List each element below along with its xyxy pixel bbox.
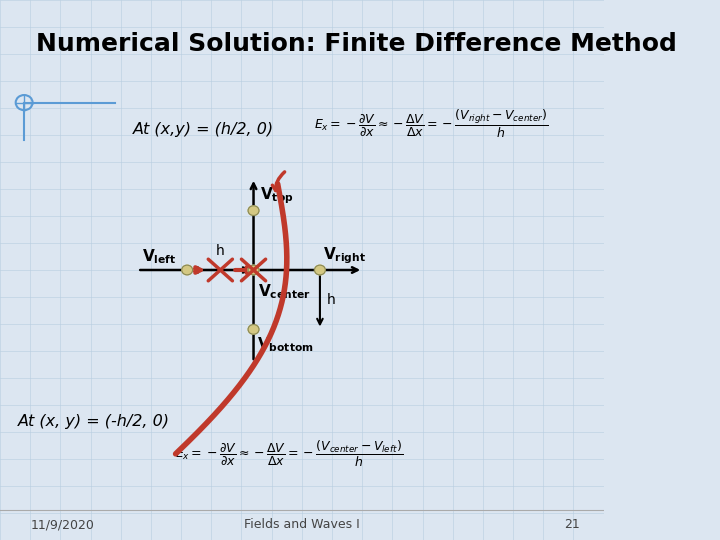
Circle shape xyxy=(315,265,325,275)
Text: $E_x = -\dfrac{\partial V}{\partial x} \approx -\dfrac{\Delta V}{\Delta x} = -\d: $E_x = -\dfrac{\partial V}{\partial x} \… xyxy=(314,108,548,140)
Text: h: h xyxy=(216,244,225,258)
Circle shape xyxy=(248,265,259,275)
Text: $E_x = -\dfrac{\partial V}{\partial x} \approx -\dfrac{\Delta V}{\Delta x} = -\d: $E_x = -\dfrac{\partial V}{\partial x} \… xyxy=(175,438,403,469)
Circle shape xyxy=(248,206,259,215)
Text: $\mathbf{V_{left}}$: $\mathbf{V_{left}}$ xyxy=(142,247,176,266)
Text: Numerical Solution: Finite Difference Method: Numerical Solution: Finite Difference Me… xyxy=(36,32,677,56)
Text: h: h xyxy=(327,293,336,307)
Text: 21: 21 xyxy=(564,518,580,531)
Text: $\mathbf{V_{bottom}}$: $\mathbf{V_{bottom}}$ xyxy=(256,335,313,354)
Text: $\mathbf{V_{top}}$: $\mathbf{V_{top}}$ xyxy=(260,186,293,206)
Text: 11/9/2020: 11/9/2020 xyxy=(30,518,94,531)
Text: $\mathbf{V_{right}}$: $\mathbf{V_{right}}$ xyxy=(323,245,366,266)
Text: Fields and Waves I: Fields and Waves I xyxy=(244,518,360,531)
Text: $\mathbf{V_{center}}$: $\mathbf{V_{center}}$ xyxy=(258,282,310,301)
Text: At (x,y) = (h/2, 0): At (x,y) = (h/2, 0) xyxy=(132,122,274,137)
Circle shape xyxy=(248,325,259,334)
Text: At (x, y) = (-h/2, 0): At (x, y) = (-h/2, 0) xyxy=(18,414,170,429)
Circle shape xyxy=(181,265,192,275)
